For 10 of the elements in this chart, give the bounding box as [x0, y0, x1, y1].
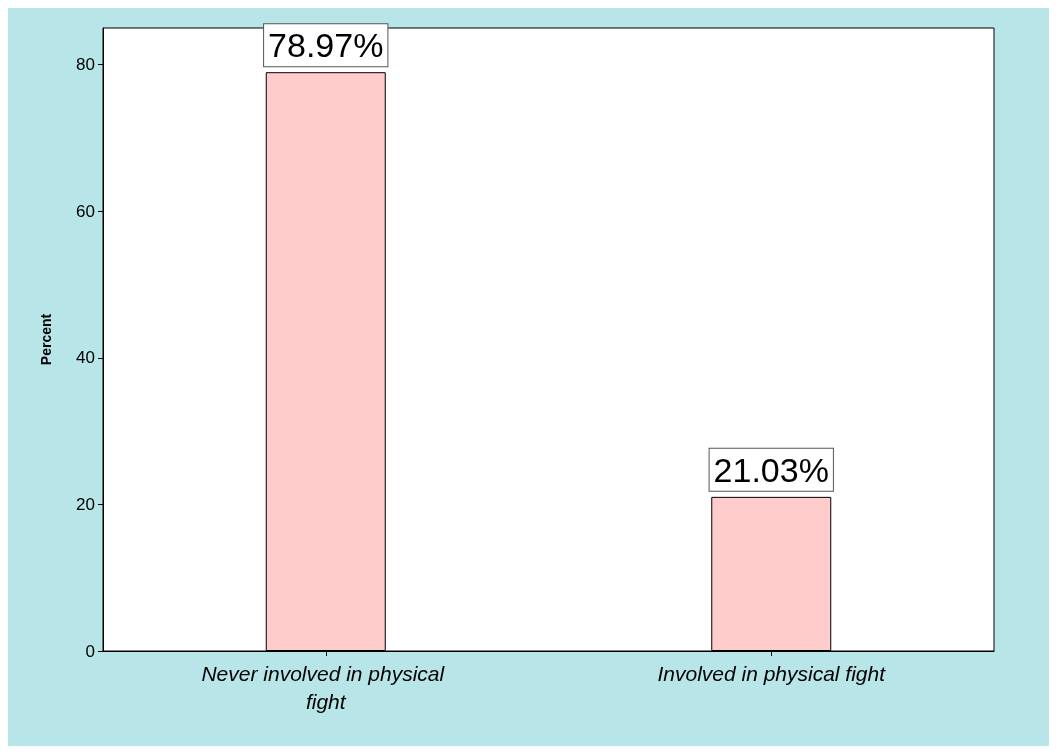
y-tick-label: 20: [76, 494, 95, 514]
y-tick-label: 60: [76, 201, 95, 221]
data-label: 78.97%: [268, 26, 384, 65]
x-tick-label: Never involved in physical fight: [201, 661, 451, 713]
y-tick-label: 0: [85, 641, 95, 661]
x-tick-label: Involved in physical fight: [657, 661, 887, 685]
data-label: 21.03%: [713, 450, 829, 489]
y-axis-title: Percent: [38, 313, 54, 366]
y-tick-label: 80: [76, 55, 95, 75]
y-tick-label: 40: [76, 348, 95, 368]
